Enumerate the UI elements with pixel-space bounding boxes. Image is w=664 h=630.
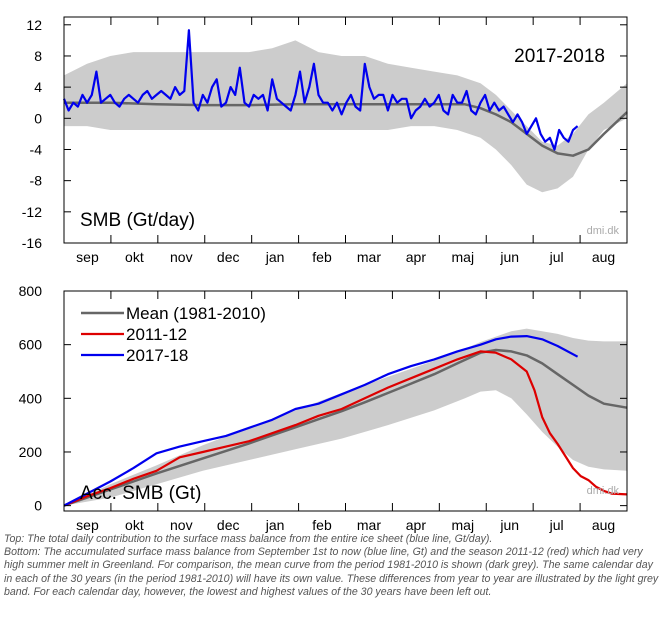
daily-smb-month-label: jan bbox=[265, 249, 285, 265]
caption-bottom: Bottom: The accumulated surface mass bal… bbox=[4, 546, 659, 598]
accumulated-smb-month-label: apr bbox=[406, 517, 427, 533]
smb-figure: 12 8 4 0 -4 -8 -12 -16 sep okt nov dec jan feb mar apr… bbox=[19, 16, 628, 533]
daily-smb-watermark: dmi.dk bbox=[587, 225, 620, 237]
accumulated-smb-month-label: nov bbox=[170, 517, 193, 533]
daily-smb-ytick-label: -8 bbox=[30, 173, 43, 189]
daily-smb-series-2017-18 bbox=[62, 29, 579, 151]
daily-smb-month-label: mar bbox=[357, 249, 381, 265]
daily-smb-ytick-label: 12 bbox=[26, 17, 42, 33]
accumulated-smb-series-2017-18 bbox=[63, 335, 579, 507]
daily-smb-ytick-label: 0 bbox=[34, 110, 42, 126]
accumulated-smb-ytick-label: 0 bbox=[34, 498, 42, 514]
caption-top: Top: The total daily contribution to the… bbox=[4, 533, 493, 545]
figure-caption: Top: The total daily contribution to the… bbox=[4, 533, 660, 599]
daily-smb-month-label: feb bbox=[312, 249, 332, 265]
accumulated-smb-month-label: jul bbox=[549, 517, 564, 533]
accumulated-smb-month-label: jan bbox=[265, 517, 285, 533]
daily-smb-month-label: nov bbox=[170, 249, 193, 265]
daily-smb-ytick-label: -4 bbox=[30, 141, 43, 157]
legend-entry: 2011-12 bbox=[126, 325, 187, 344]
daily-smb-month-label: sep bbox=[76, 249, 99, 265]
accumulated-smb-month-label: sep bbox=[76, 517, 99, 533]
accumulated-smb-series-mean-1981-2010 bbox=[63, 348, 628, 507]
accumulated-smb-series-2011-12 bbox=[63, 350, 628, 507]
accumulated-smb-plot-area bbox=[63, 328, 628, 507]
daily-smb-ytick-label: 4 bbox=[34, 79, 42, 95]
accumulated-smb-ytick-label: 400 bbox=[19, 390, 43, 406]
accumulated-smb-month-label: mar bbox=[357, 517, 381, 533]
daily-smb-ytick-label: 8 bbox=[34, 48, 42, 64]
daily-smb-month-label: aug bbox=[592, 249, 615, 265]
accumulated-smb-x-axis: sep okt nov dec jan feb mar apr maj jun jul aug bbox=[63, 291, 628, 533]
daily-smb-month-label: jun bbox=[499, 249, 519, 265]
accumulated-smb-variability-band bbox=[64, 328, 627, 506]
accumulated-smb-ytick-label: 200 bbox=[19, 444, 43, 460]
daily-smb-ytick-label: -12 bbox=[22, 204, 42, 220]
daily-smb-label: SMB (Gt/day) bbox=[80, 210, 195, 231]
daily-smb-series-mean-1981-2010 bbox=[64, 101, 628, 157]
accumulated-smb-watermark: dmi.dk bbox=[587, 485, 620, 497]
accumulated-smb-month-label: aug bbox=[592, 517, 615, 533]
accumulated-smb-ytick-label: 800 bbox=[19, 283, 43, 299]
accumulated-smb-month-label: maj bbox=[452, 517, 475, 533]
daily-smb-x-axis: sep okt nov dec jan feb mar apr maj jun jul aug bbox=[63, 17, 628, 265]
daily-smb-variability-band bbox=[64, 40, 627, 193]
daily-smb-month-label: apr bbox=[406, 249, 427, 265]
daily-smb-month-label: dec bbox=[217, 249, 240, 265]
accumulated-smb-month-label: feb bbox=[312, 517, 332, 533]
daily-smb-ytick-label: -16 bbox=[22, 235, 42, 251]
accumulated-smb-month-label: jun bbox=[499, 517, 519, 533]
accumulated-smb-label: Acc. SMB (Gt) bbox=[80, 483, 201, 504]
legend-entry: 2017-18 bbox=[126, 346, 188, 365]
accumulated-smb-panel: 0 200 400 600 800 sep okt nov dec jan feb mar apr ma… bbox=[19, 283, 628, 533]
daily-smb-month-label: jul bbox=[549, 249, 564, 265]
daily-smb-y-axis: 12 8 4 0 -4 -8 -12 -16 bbox=[22, 17, 627, 251]
daily-smb-plot-area bbox=[62, 29, 628, 193]
daily-smb-month-label: maj bbox=[452, 249, 475, 265]
season-label: 2017-2018 bbox=[514, 46, 605, 67]
daily-smb-panel: 12 8 4 0 -4 -8 -12 -16 sep okt nov dec jan feb mar apr… bbox=[22, 16, 628, 265]
accumulated-smb-y-axis: 0 200 400 600 800 bbox=[19, 283, 627, 514]
daily-smb-month-label: okt bbox=[125, 249, 144, 265]
accumulated-smb-month-label: okt bbox=[125, 517, 144, 533]
accumulated-smb-ytick-label: 600 bbox=[19, 337, 43, 353]
legend-entry: Mean (1981-2010) bbox=[126, 304, 266, 323]
accumulated-smb-month-label: dec bbox=[217, 517, 240, 533]
legend: Mean (1981-2010) 2011-12 2017-18 bbox=[81, 304, 266, 365]
